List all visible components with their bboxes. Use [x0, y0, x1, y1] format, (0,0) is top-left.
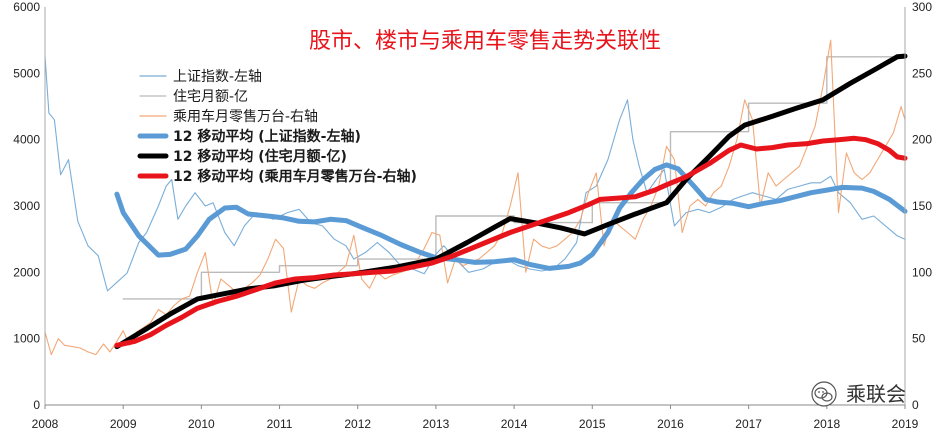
y-right-tick-label: 100 — [912, 265, 932, 279]
y-right-tick-label: 300 — [912, 0, 932, 14]
x-tick-label: 2010 — [188, 417, 215, 431]
x-tick-label: 2015 — [579, 417, 606, 431]
y-left-tick-label: 4000 — [13, 133, 40, 147]
y-left-tick-label: 2000 — [13, 265, 40, 279]
y-left-tick-label: 6000 — [13, 0, 40, 14]
legend-label: 乘用车月零售万台-右轴 — [173, 108, 318, 125]
x-tick-label: 2014 — [501, 417, 528, 431]
legend-label: 上证指数-左轴 — [173, 69, 262, 85]
y-right-tick-label: 200 — [912, 133, 932, 147]
x-tick-label: 2019 — [892, 417, 919, 431]
x-tick-label: 2013 — [423, 417, 450, 431]
legend-label: 12 移动平均 (乘用车月零售万台-右轴) — [173, 168, 417, 185]
plot-area — [45, 7, 905, 405]
y-left-tick-label: 5000 — [13, 66, 40, 80]
series-line-1 — [122, 52, 906, 300]
series-line-5 — [114, 135, 908, 348]
y-right-tick-label: 0 — [912, 398, 919, 412]
y-left-tick-label: 1000 — [13, 332, 40, 346]
y-left-tick-label: 3000 — [13, 199, 40, 213]
axis-layer: 2008 2009 2010 2011 2012 2013 2014 2015 2016 2017… — [13, 0, 932, 431]
legend-label: 住宅月额-亿 — [173, 89, 248, 105]
x-tick-label: 2012 — [344, 417, 371, 431]
series-line-3 — [114, 162, 908, 271]
chart-title: 股市、楼市与乘用车零售走势关联性 — [309, 29, 661, 54]
x-tick-label: 2018 — [813, 417, 840, 431]
legend-label: 12 移动平均 (住宅月额-亿) — [173, 148, 347, 165]
legend-label: 12 移动平均 (上证指数-左轴) — [173, 128, 361, 145]
x-tick-label: 2009 — [110, 417, 137, 431]
wechat-icon — [811, 381, 837, 407]
y-right-tick-label: 50 — [912, 332, 926, 346]
series-layer — [44, 39, 908, 356]
x-tick-label: 2017 — [735, 417, 762, 431]
y-right-tick-label: 250 — [912, 66, 932, 80]
plot-background — [45, 7, 905, 405]
y-left-tick-label: 0 — [33, 398, 40, 412]
y-right-tick-label: 150 — [912, 199, 932, 213]
watermark: 乘联会 — [811, 381, 906, 407]
x-tick-label: 2011 — [267, 417, 293, 431]
x-tick-label: 2008 — [32, 417, 59, 431]
watermark-text: 乘联会 — [846, 382, 906, 406]
x-tick-label: 2016 — [657, 417, 684, 431]
